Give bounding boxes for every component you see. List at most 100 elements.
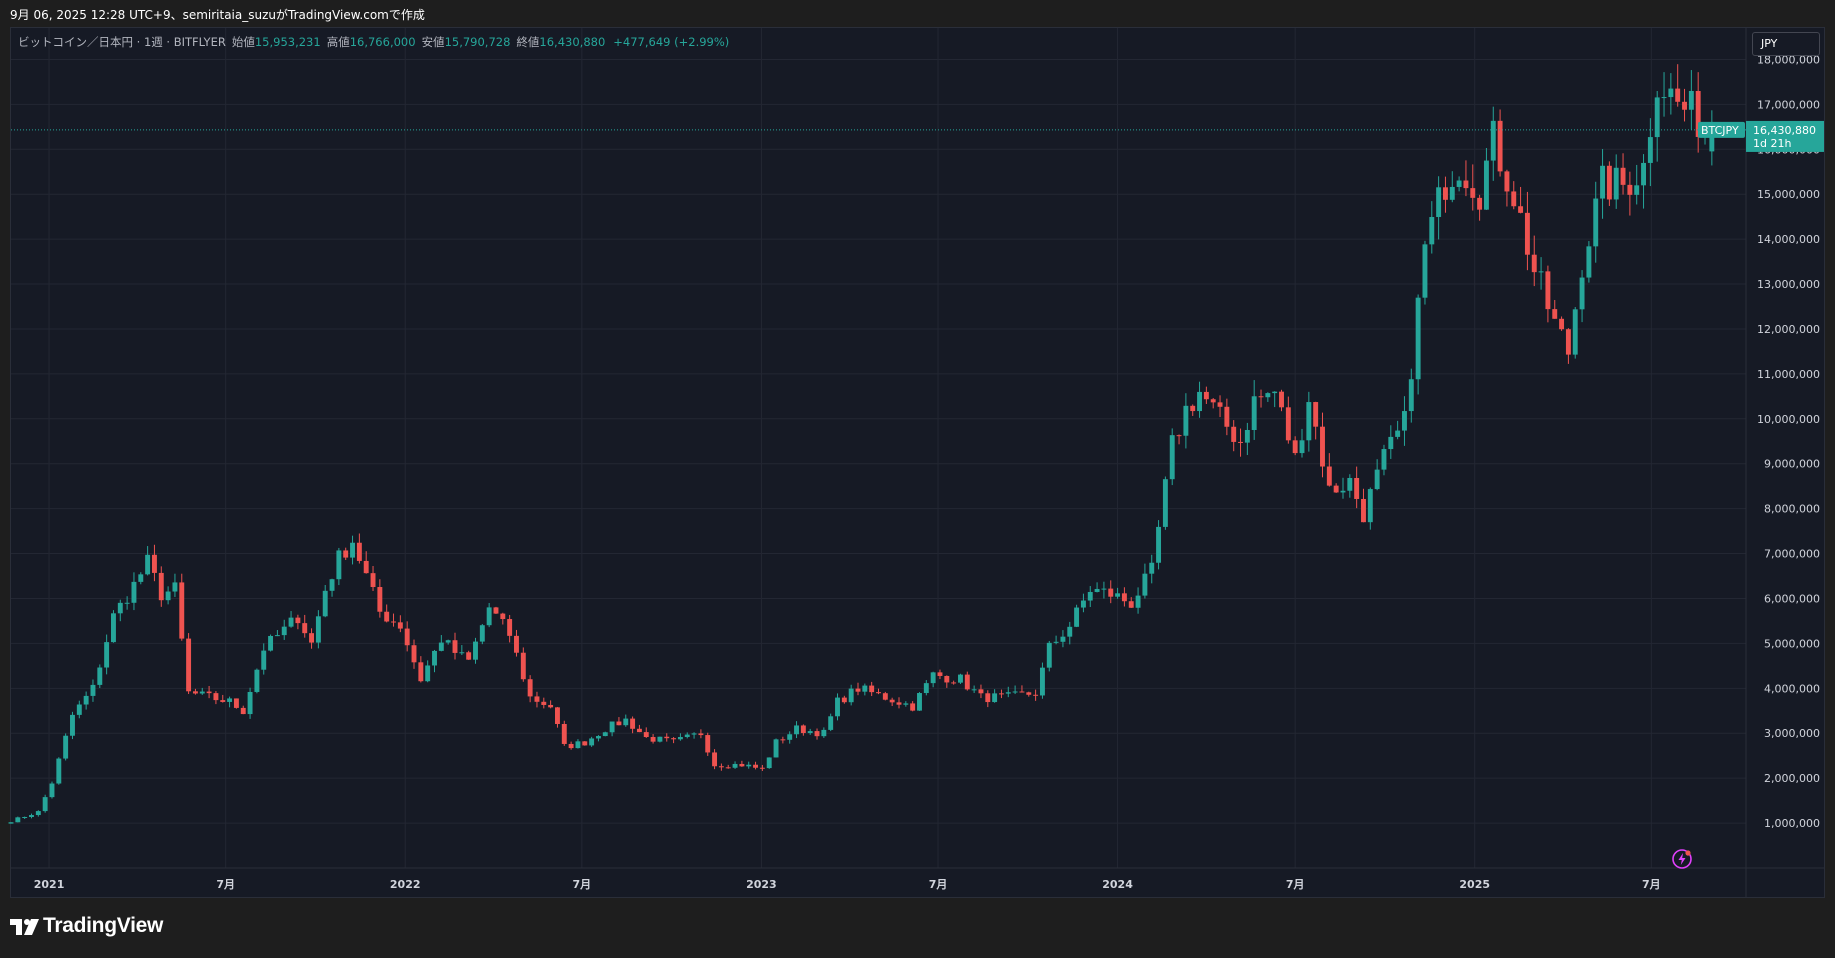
price-axis[interactable]: 1,000,000 2,000,000 3,000,000 4,000,000 5,00… (1757, 53, 1820, 830)
candle-body (1279, 391, 1284, 408)
candle-body (876, 692, 881, 694)
tradingview-brand[interactable]: TradingView (43, 914, 164, 937)
candle-body (917, 693, 922, 711)
candle-body (1579, 277, 1585, 310)
candle-body (746, 764, 752, 767)
candle-body (855, 688, 861, 692)
candle-body (1299, 440, 1305, 454)
candle-body (841, 697, 847, 703)
candle-body (1483, 160, 1489, 210)
candle-body (1176, 435, 1182, 437)
candle-body (404, 628, 410, 646)
candle-body (575, 741, 581, 749)
candle-body (1606, 165, 1612, 200)
candle-body (753, 764, 759, 768)
candle-body (1572, 309, 1578, 355)
chart-caption: 9月 06, 2025 12:28 UTC+9、semiritaia_suzuが… (10, 8, 425, 22)
candle-body (165, 591, 171, 601)
candle-body (602, 732, 608, 737)
candle-body (712, 752, 718, 767)
candle-body (1231, 426, 1237, 442)
candle-body (1552, 309, 1558, 319)
time-tick-label: 7月 (1286, 878, 1305, 891)
price-tick-label: 9,000,000 (1764, 458, 1820, 471)
candle-body (192, 691, 198, 694)
symbol-legend[interactable]: ビットコイン／日本円 · 1週 · BITFLYER 始値15,953,231 高値… (18, 34, 729, 50)
candle-body (274, 635, 280, 637)
candle-body (377, 587, 383, 612)
candle-body (1654, 97, 1660, 138)
candle-body (261, 650, 267, 670)
candle-body (534, 696, 540, 702)
candle-body (568, 743, 574, 749)
candle-body (835, 697, 840, 717)
candle-body (432, 650, 437, 666)
price-tick-label: 17,000,000 (1757, 98, 1820, 111)
candle-body (1354, 477, 1360, 499)
candle-body (1128, 601, 1134, 608)
candle-body (616, 721, 622, 726)
candle-body (1203, 391, 1209, 400)
candle-body (295, 617, 301, 624)
candle-body (1005, 692, 1011, 694)
currency-button[interactable]: JPY (1752, 32, 1820, 56)
candle-body (1115, 593, 1121, 597)
candle-body (787, 734, 793, 740)
candle-body (329, 579, 335, 591)
candle-body (582, 741, 588, 746)
change-value: +477,649 (+2.99%) (613, 35, 730, 49)
candle-body (1306, 402, 1312, 441)
candle-body (29, 815, 34, 817)
candle-body (213, 693, 219, 701)
last-price-tag (1746, 120, 1824, 152)
candle-body (1067, 626, 1073, 637)
candlestick-chart[interactable]: 1,000,000 2,000,000 3,000,000 4,000,000 5,00… (0, 0, 1835, 898)
candle-body (794, 725, 799, 735)
candle-body (1149, 562, 1155, 574)
candle-body (930, 672, 936, 684)
candle-body (1053, 641, 1059, 643)
candle-body (964, 674, 970, 690)
candle-body (206, 691, 212, 694)
price-tick-label: 3,000,000 (1764, 727, 1820, 740)
candle-body (1415, 297, 1421, 380)
candle-body (1565, 329, 1571, 355)
candle-body (1060, 636, 1066, 642)
candle-body (1039, 667, 1045, 696)
candle-body (1101, 588, 1107, 590)
candle-body (397, 622, 403, 629)
candle-body (773, 739, 779, 758)
candle-body (350, 542, 355, 558)
candle-body (186, 638, 192, 692)
price-tick-label: 12,000,000 (1757, 323, 1820, 336)
lightning-icon[interactable] (1671, 848, 1693, 874)
candle-body (677, 737, 683, 740)
candle-body (1511, 191, 1517, 207)
candle-body (1285, 407, 1291, 441)
time-tick-label: 2021 (34, 878, 65, 891)
symbol-title: ビットコイン／日本円 · 1週 · BITFLYER (18, 35, 226, 49)
candle-body (1087, 591, 1093, 601)
candle-body (1272, 391, 1278, 394)
candle-body (302, 623, 308, 634)
price-tick-label: 14,000,000 (1757, 233, 1820, 246)
candle-body (452, 640, 458, 653)
chart-pane[interactable] (10, 27, 1825, 898)
candle-body (22, 816, 28, 818)
candle-body (233, 698, 239, 708)
candle-body (1169, 435, 1175, 480)
candle-body (220, 700, 226, 702)
candle-body (1408, 379, 1414, 412)
candle-body (268, 635, 274, 651)
candle-body (1320, 426, 1325, 467)
candle-body (725, 767, 731, 769)
tradingview-logo-icon[interactable] (10, 917, 40, 941)
low-value: 15,790,728 (444, 35, 511, 49)
candle-body (718, 766, 724, 768)
time-axis[interactable]: 2021 7月 2022 7月 2023 7月 2024 7月 2025 7月 (34, 878, 1661, 891)
candle-body (1709, 129, 1715, 152)
candle-body (288, 617, 294, 627)
candle-body (172, 582, 178, 592)
candle-body (1367, 489, 1373, 523)
candle-body (1627, 184, 1633, 195)
